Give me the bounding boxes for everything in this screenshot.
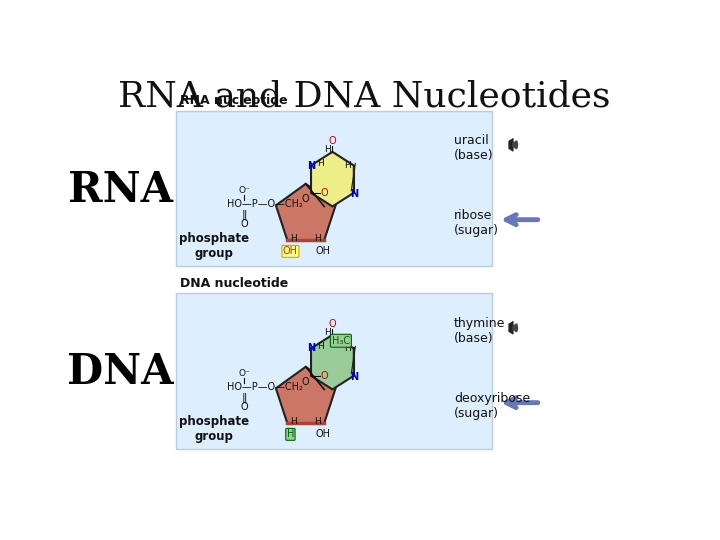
Text: OH: OH bbox=[315, 429, 330, 440]
Text: phosphate
group: phosphate group bbox=[179, 232, 249, 260]
Text: H: H bbox=[290, 234, 297, 243]
Text: O: O bbox=[302, 377, 310, 387]
Text: HO—P—O—CH₂: HO—P—O—CH₂ bbox=[227, 199, 303, 209]
Text: O: O bbox=[240, 219, 248, 230]
Text: H: H bbox=[318, 159, 324, 168]
FancyBboxPatch shape bbox=[176, 294, 492, 449]
Text: H: H bbox=[290, 417, 297, 426]
Polygon shape bbox=[311, 152, 354, 206]
Text: N: N bbox=[351, 372, 359, 382]
Text: ribose
(sugar): ribose (sugar) bbox=[454, 209, 499, 237]
Text: O⁻: O⁻ bbox=[238, 369, 250, 378]
Text: O: O bbox=[320, 188, 328, 198]
Text: O: O bbox=[328, 319, 336, 329]
Polygon shape bbox=[276, 367, 336, 423]
Text: O: O bbox=[320, 371, 328, 381]
Text: RNA nucleotide: RNA nucleotide bbox=[179, 94, 287, 107]
Text: H: H bbox=[287, 429, 294, 440]
Polygon shape bbox=[509, 321, 513, 334]
Text: uracil
(base): uracil (base) bbox=[454, 134, 493, 162]
Text: RNA: RNA bbox=[68, 168, 174, 211]
Polygon shape bbox=[509, 138, 513, 151]
Text: deoxyribose
(sugar): deoxyribose (sugar) bbox=[454, 392, 530, 420]
Text: O⁻: O⁻ bbox=[238, 186, 250, 195]
Polygon shape bbox=[311, 335, 354, 389]
Text: HO—P—O—CH₂: HO—P—O—CH₂ bbox=[227, 382, 303, 392]
Text: O: O bbox=[302, 194, 310, 204]
Text: O: O bbox=[328, 136, 336, 146]
Text: H: H bbox=[324, 328, 331, 337]
Text: H: H bbox=[344, 344, 351, 353]
Text: H: H bbox=[344, 161, 351, 170]
Text: H: H bbox=[324, 145, 331, 154]
Text: O: O bbox=[240, 402, 248, 413]
Text: N: N bbox=[351, 188, 359, 199]
Text: N: N bbox=[307, 343, 315, 354]
Text: phosphate
group: phosphate group bbox=[179, 415, 249, 443]
Text: H: H bbox=[318, 342, 324, 350]
Text: DNA: DNA bbox=[68, 352, 174, 394]
Text: OH: OH bbox=[315, 246, 330, 256]
Text: ‖: ‖ bbox=[241, 393, 247, 403]
Text: H₃C: H₃C bbox=[332, 336, 350, 346]
Polygon shape bbox=[276, 184, 336, 240]
Text: DNA nucleotide: DNA nucleotide bbox=[179, 278, 288, 291]
Text: H: H bbox=[315, 234, 321, 243]
Text: thymine
(base): thymine (base) bbox=[454, 317, 505, 345]
Text: OH: OH bbox=[283, 246, 298, 256]
Text: H: H bbox=[315, 417, 321, 426]
Text: N: N bbox=[307, 160, 315, 171]
FancyBboxPatch shape bbox=[176, 111, 492, 266]
Text: RNA and DNA Nucleotides: RNA and DNA Nucleotides bbox=[118, 79, 611, 113]
Text: ‖: ‖ bbox=[241, 210, 247, 220]
